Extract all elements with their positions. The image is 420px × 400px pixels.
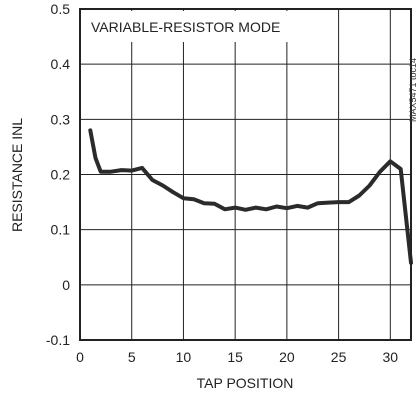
- plot-frame: [79, 8, 412, 341]
- side-label: MAX5471 toc14: [408, 58, 418, 122]
- x-tick-label: 30: [383, 349, 399, 365]
- y-tick-label: 0.3: [51, 111, 71, 127]
- y-tick-label: 0: [62, 277, 70, 293]
- x-axis-title: TAP POSITION: [197, 375, 294, 391]
- x-tick-label: 15: [227, 349, 243, 365]
- y-tick-label: 0.1: [51, 222, 71, 238]
- x-tick-label: 0: [76, 349, 84, 365]
- annotation-box: [82, 11, 294, 42]
- y-tick-label: 0.4: [51, 56, 71, 72]
- x-tick-labels: 0 5 10 15 20 25 30: [76, 349, 398, 365]
- data-line-group: [88, 128, 413, 265]
- y-tick-label: 0.5: [51, 1, 71, 17]
- series-line: [88, 128, 413, 265]
- y-tick-label: -0.1: [46, 332, 70, 348]
- x-tick-label: 20: [279, 349, 295, 365]
- grid: [80, 9, 411, 340]
- x-tick-label: 5: [128, 349, 136, 365]
- x-tick-label: 10: [176, 349, 192, 365]
- y-axis-title: RESISTANCE INL: [9, 118, 25, 232]
- y-tick-label: 0.2: [51, 167, 71, 183]
- x-tick-label: 25: [331, 349, 347, 365]
- chart-annotation: VARIABLE-RESISTOR MODE: [91, 19, 280, 35]
- y-tick-labels: -0.1 0 0.1 0.2 0.3 0.4 0.5: [46, 1, 70, 348]
